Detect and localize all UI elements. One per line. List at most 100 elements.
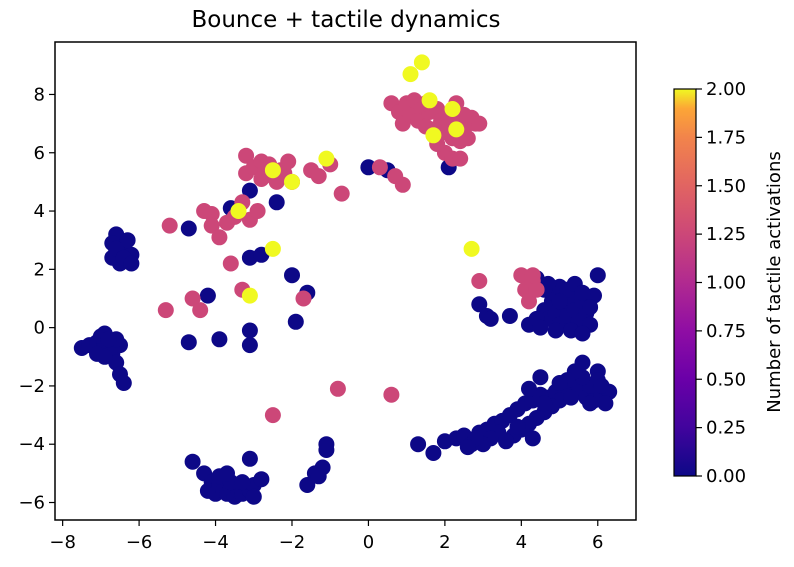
y-tick-label: 2	[34, 259, 45, 280]
colorbar-tick-label: 0.50	[706, 369, 746, 390]
scatter-point	[394, 176, 411, 193]
scatter-point	[230, 203, 247, 219]
colorbar-tick-label: 1.00	[706, 273, 746, 294]
scatter-point	[264, 162, 281, 179]
scatter-point	[199, 287, 216, 304]
scatter-point	[310, 168, 327, 185]
x-tick-label: 4	[516, 532, 527, 553]
colorbar-label: Number of tactile activations	[764, 151, 785, 412]
scatter-point	[547, 322, 564, 339]
scatter-point	[524, 430, 541, 447]
y-tick-label: −4	[18, 434, 45, 455]
scatter-point	[593, 377, 610, 394]
scatter-point	[310, 468, 327, 485]
scatter-point	[521, 293, 537, 310]
scatter-point	[184, 453, 201, 470]
scatter-point	[192, 302, 209, 319]
scatter-point	[509, 418, 526, 435]
y-tick-label: 4	[34, 201, 45, 222]
points-layer	[73, 54, 618, 505]
x-tick-label: −8	[49, 532, 76, 553]
scatter-point	[463, 240, 480, 257]
y-tick-label: 8	[34, 84, 45, 105]
scatter-point	[161, 217, 178, 234]
scatter-point	[574, 284, 591, 301]
scatter-point	[597, 395, 614, 412]
scatter-point	[318, 150, 335, 167]
scatter-point	[318, 436, 335, 453]
colorbar-tick-label: 2.00	[706, 79, 746, 100]
scatter-point	[459, 130, 476, 147]
scatter-point	[425, 127, 442, 144]
scatter-point	[582, 299, 599, 316]
scatter-point	[241, 337, 258, 354]
x-tick-label: −6	[126, 532, 153, 553]
scatter-point	[360, 159, 377, 176]
scatter-point	[551, 375, 568, 391]
scatter-point	[180, 334, 197, 351]
scatter-point	[123, 255, 140, 272]
scatter-point	[211, 331, 228, 348]
scatter-point	[211, 229, 228, 246]
scatter-point	[459, 439, 476, 456]
x-tick-label: 0	[363, 532, 374, 553]
scatter-point	[241, 182, 258, 199]
scatter-point	[582, 395, 599, 412]
y-tick-label: −6	[18, 493, 45, 514]
scatter-point	[532, 319, 549, 336]
x-tick-label: −4	[202, 532, 229, 553]
x-axis: −8 −6 −4 −2 0 2 4 6	[49, 520, 604, 553]
scatter-point	[219, 465, 235, 482]
y-axis: −6 −4 −2 0 2 4 6 8	[18, 84, 55, 514]
scatter-point	[333, 185, 350, 202]
scatter-point	[253, 471, 270, 488]
scatter-point	[222, 255, 239, 272]
scatter-point	[482, 310, 499, 327]
scatter-point	[203, 217, 220, 234]
scatter-point	[425, 445, 442, 461]
plot-frame	[54, 41, 637, 521]
scatter-point	[264, 407, 281, 424]
scatter-point	[551, 293, 568, 310]
scatter-point	[528, 281, 545, 298]
scatter-point	[249, 203, 266, 219]
scatter-point	[524, 267, 541, 284]
scatter-point	[521, 380, 537, 397]
scatter-point	[383, 386, 400, 403]
y-tick-label: 0	[34, 318, 45, 339]
scatter-point	[284, 267, 300, 284]
scatter-point	[413, 54, 430, 71]
scatter-point	[238, 147, 255, 164]
scatter-point	[234, 474, 251, 491]
colorbar-tick-label: 1.25	[706, 224, 746, 245]
scatter-point	[574, 325, 591, 342]
scatter-point	[100, 331, 117, 348]
scatter-point	[329, 380, 346, 397]
scatter-point	[536, 395, 553, 412]
scatter-point	[444, 101, 461, 117]
scatter-point	[299, 477, 316, 493]
scatter-point	[119, 232, 136, 249]
scatter-point	[180, 220, 197, 237]
scatter-point	[284, 173, 300, 190]
x-tick-label: 6	[592, 532, 603, 553]
scatter-point	[563, 389, 579, 406]
scatter-point	[371, 159, 388, 176]
colorbar-tick-label: 1.75	[706, 127, 746, 148]
scatter-point	[501, 308, 518, 324]
scatter-point	[241, 322, 258, 339]
x-tick-label: 2	[439, 532, 450, 553]
scatter-point	[287, 313, 304, 330]
colorbar	[673, 88, 697, 477]
chart-title: Bounce + tactile dynamics	[191, 7, 500, 33]
scatter-point	[574, 354, 591, 371]
scatter-point	[410, 436, 427, 453]
scatter-point	[115, 375, 132, 391]
scatter-point	[421, 92, 438, 109]
colorbar-tick-label: 0.00	[706, 466, 746, 487]
scatter-point	[589, 267, 606, 284]
scatter-point	[471, 115, 488, 132]
y-tick-label: −2	[18, 376, 45, 397]
scatter-point	[471, 296, 488, 313]
scatter-point	[268, 194, 285, 211]
